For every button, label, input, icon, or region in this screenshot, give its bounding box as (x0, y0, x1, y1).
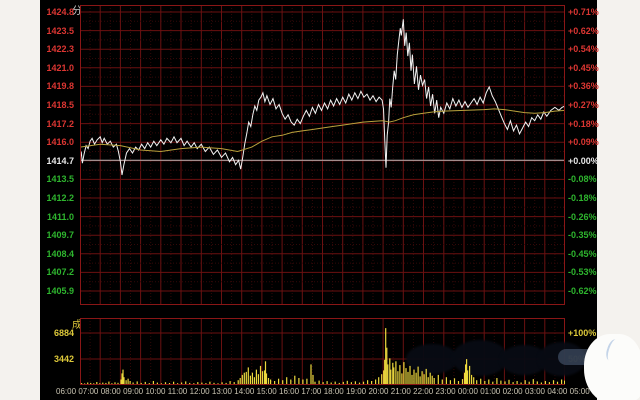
axis-tick-label: -0.45% (568, 248, 597, 259)
time-tick-label: 15:00 (256, 387, 277, 396)
volume-axis-label: 6884 (53, 328, 74, 338)
axis-tick-label: 1408.4 (46, 248, 74, 259)
time-axis: 06:00 07:00 08:00 09:00 10:00 11:00 12:00 13:00… (56, 387, 590, 396)
axis-tick-label: 1405.9 (46, 286, 74, 296)
time-tick-label: 05:00 (569, 387, 590, 396)
axis-tick-label: +0.54% (568, 44, 599, 55)
axis-tick-label: 1418.5 (46, 100, 74, 110)
time-tick-label: 01:00 (480, 387, 501, 396)
axis-tick-label: 1419.8 (46, 81, 74, 92)
time-tick-label: 12:00 (189, 387, 210, 396)
time-tick-label: 14:00 (234, 387, 255, 396)
axis-tick-label: 1407.2 (46, 267, 74, 278)
price-chart-canvas (80, 5, 565, 305)
watermark-smudge (406, 344, 458, 374)
axis-tick-label: 1412.2 (46, 193, 74, 203)
time-tick-label: 11:00 (167, 387, 188, 396)
time-tick-label: 23:00 (435, 387, 456, 396)
axis-tick-label: 1424.8 (46, 7, 74, 17)
watermark-smudge (538, 342, 586, 376)
price-chart-panel[interactable] (80, 5, 565, 305)
watermark-blob (598, 362, 640, 400)
time-tick-label: 19:00 (346, 387, 367, 396)
volume-axis-label: +100% (568, 328, 597, 338)
axis-tick-label: 1409.7 (46, 230, 74, 241)
volume-bars-canvas (81, 328, 565, 384)
axis-tick-label: 1422.3 (46, 44, 74, 55)
time-tick-label: 08:00 (100, 387, 121, 396)
axis-tick-label: -0.53% (568, 267, 597, 278)
axis-tick-label: 1413.5 (46, 174, 74, 185)
axis-tick-label: 1421.0 (46, 62, 74, 73)
time-tick-label: 04:00 (547, 387, 568, 396)
volume-axis-label: 3442 (53, 354, 74, 364)
axis-tick-label: +0.45% (568, 62, 599, 73)
axis-tick-label: +0.18% (568, 118, 599, 129)
time-tick-label: 00:00 (457, 387, 478, 396)
axis-tick-label: 1414.7 (46, 155, 74, 166)
axis-tick-label: -0.08% (568, 174, 597, 185)
chart-surface: 分时走势 均线 1424.81423.51422.31421.01419.814… (40, 0, 599, 400)
axis-tick-label: 1411.0 (46, 211, 74, 222)
axis-tick-label: -0.26% (568, 211, 597, 222)
axis-tick-label: -0.18% (568, 193, 597, 203)
axis-tick-label: 1423.5 (46, 25, 74, 36)
time-tick-label: 22:00 (413, 387, 434, 396)
axis-tick-label: -0.35% (568, 230, 597, 241)
time-tick-label: 02:00 (502, 387, 523, 396)
time-tick-label: 07:00 (78, 387, 99, 396)
axis-tick-label: +0.71% (568, 7, 599, 17)
watermark-smudge (452, 340, 508, 376)
time-tick-label: 21:00 (390, 387, 411, 396)
time-tick-label: 16:00 (279, 387, 300, 396)
axis-tick-label: +0.62% (568, 25, 599, 36)
time-tick-label: 10:00 (145, 387, 166, 396)
axis-tick-label: +0.36% (568, 81, 599, 92)
axis-tick-label: 1417.2 (46, 118, 74, 129)
axis-tick-label: +0.09% (568, 137, 599, 148)
axis-tick-label: -0.62% (568, 286, 597, 296)
axis-tick-label: 1416.0 (46, 137, 74, 148)
axis-tick-label: +0.27% (568, 100, 599, 110)
time-tick-label: 20:00 (368, 387, 389, 396)
time-tick-label: 03:00 (524, 387, 545, 396)
volume-chart-panel[interactable] (80, 318, 586, 385)
time-tick-label: 17:00 (301, 387, 322, 396)
time-tick-label: 18:00 (323, 387, 344, 396)
time-tick-label: 09:00 (123, 387, 144, 396)
time-tick-label: 06:00 (56, 387, 77, 396)
axis-tick-label: +0.00% (568, 155, 599, 166)
time-tick-label: 13:00 (211, 387, 232, 396)
